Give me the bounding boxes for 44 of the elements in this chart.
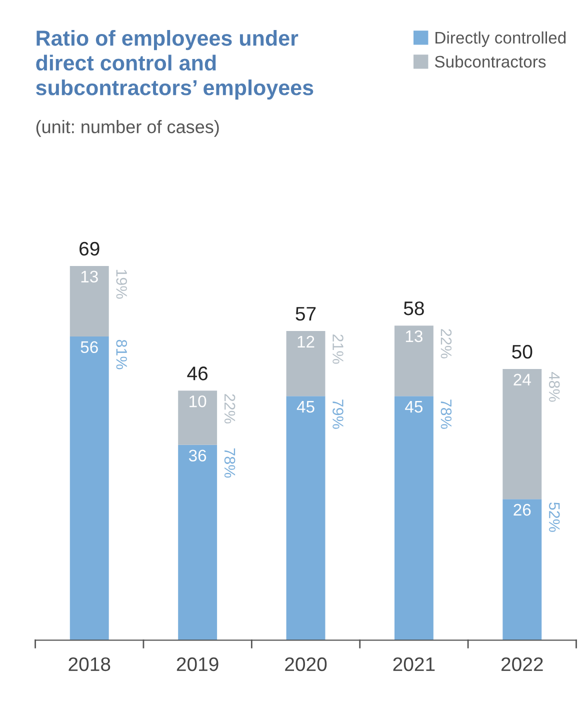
bar xyxy=(394,396,434,640)
annotation: 21% xyxy=(332,334,344,364)
annotation: 78% xyxy=(224,448,236,478)
x-tick-label: 2020 xyxy=(285,657,327,672)
legend-label: Directly controlled xyxy=(436,31,566,47)
annotation: 81% xyxy=(116,340,128,370)
x-tick-label: 2021 xyxy=(393,657,435,672)
annotation: 48% xyxy=(548,372,560,402)
bar xyxy=(502,368,542,500)
annotation: 79% xyxy=(332,400,344,429)
data-label: 13 xyxy=(406,330,422,342)
annotation: 22% xyxy=(440,329,452,358)
data-label: 56 xyxy=(80,341,98,354)
annotation: 22% xyxy=(224,394,236,424)
data-label: 45 xyxy=(405,401,423,413)
total-label: 58 xyxy=(404,301,424,316)
bar xyxy=(70,336,109,640)
total-label: 50 xyxy=(512,344,532,359)
total-label: 46 xyxy=(187,366,208,380)
data-label: 36 xyxy=(188,450,206,462)
total-label: 69 xyxy=(80,242,100,256)
data-label: 26 xyxy=(514,504,531,516)
bar xyxy=(502,499,542,640)
annotation: 19% xyxy=(116,270,128,299)
bar xyxy=(394,326,434,396)
data-label: 45 xyxy=(296,401,314,413)
chart-subtitle: (unit: number of cases) xyxy=(36,120,219,137)
chart-title: Ratio of employees under direct control and subcontractors’ employees xyxy=(36,30,314,100)
bar xyxy=(178,390,218,445)
annotation: 78% xyxy=(440,400,452,429)
data-label: 13 xyxy=(81,270,98,283)
bar xyxy=(178,444,218,640)
x-tick-label: 2018 xyxy=(68,657,110,672)
bar xyxy=(286,396,326,640)
data-label: 10 xyxy=(190,395,206,408)
annotation: 52% xyxy=(548,502,560,532)
x-tick-label: 2019 xyxy=(176,657,218,672)
bar xyxy=(70,266,109,336)
data-label: 12 xyxy=(298,336,314,348)
x-tick-label: 2022 xyxy=(501,657,543,672)
legend-label: Subcontractors xyxy=(434,55,546,68)
bar xyxy=(286,331,326,396)
total-label: 57 xyxy=(296,307,316,321)
data-label: 24 xyxy=(514,374,531,386)
